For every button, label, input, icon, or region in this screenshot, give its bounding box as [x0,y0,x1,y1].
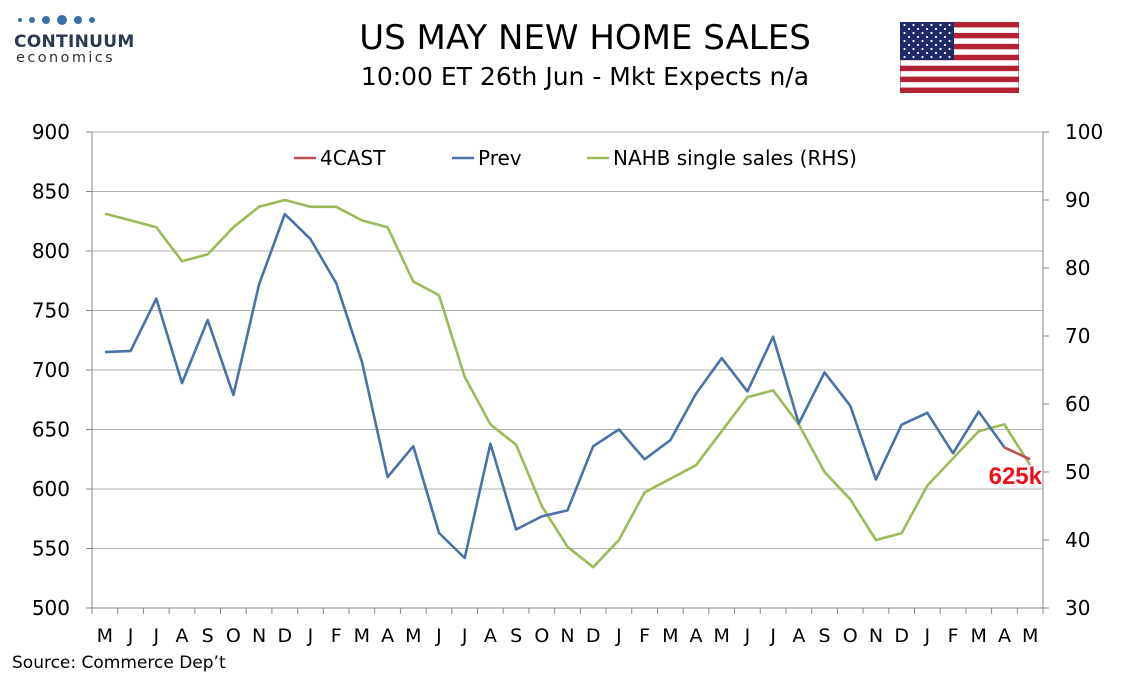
chart-subtitle: 10:00 ET 26th Jun - Mkt Expects n/a [360,62,810,91]
legend-label: Prev [478,146,522,170]
x-tick-label: M [971,625,987,647]
x-tick-label: M [714,625,730,647]
x-tick-label: J [307,625,314,647]
y-right-tick-label: 50 [1065,460,1090,484]
x-tick-label: J [769,625,776,647]
legend: 4CAST Prev NAHB single sales (RHS) [294,146,857,170]
y-left-tick-label: 900 [32,120,70,144]
x-tick-label: S [818,625,830,647]
x-tick-label: A [381,625,394,647]
x-tick-label: D [894,625,909,647]
y-right-tick-label: 80 [1065,256,1090,280]
y-right-tick-label: 30 [1065,596,1090,620]
x-tick-label: A [175,625,188,647]
series-lines: 625k [104,198,1043,569]
x-tick-label: J [127,625,134,647]
y-left-tick-label: 600 [32,477,70,501]
x-tick-label: A [792,625,805,647]
y-left-tick-label: 800 [32,239,70,263]
logo-brand: CONTINUUM [14,32,135,52]
axes [86,131,1049,614]
x-tick-label: F [639,625,650,647]
x-tick-label: J [924,625,931,647]
x-tick-label: O [843,625,858,647]
x-tick-label: J [152,625,159,647]
chart-title: US MAY NEW HOME SALES [359,18,811,58]
logo-sub: economics [16,50,116,66]
y-right-tick-label: 40 [1065,528,1090,552]
x-tick-label: F [948,625,959,647]
x-tick-label: S [202,625,214,647]
x-tick-label: A [690,625,703,647]
series-line-4cast [1003,446,1031,461]
y-right-tick-label: 90 [1065,188,1090,212]
x-tick-label: J [744,625,751,647]
x-tick-label: M [405,625,421,647]
logo: CONTINUUM economics [14,14,134,74]
x-tick-label: S [510,625,522,647]
x-tick-label: D [277,625,292,647]
y-right-tick-label: 100 [1065,120,1103,144]
x-tick-label: A [998,625,1011,647]
y-left-tick-label: 650 [32,418,70,442]
series-line-prev [104,212,1006,560]
x-tick-label: D [586,625,601,647]
x-tick-label: M [354,625,370,647]
x-tick-label: O [534,625,549,647]
x-tick-label: J [615,625,622,647]
x-tick-label: N [252,625,266,647]
legend-label: NAHB single sales (RHS) [613,146,857,170]
x-tick-label: J [435,625,442,647]
source-note: Source: Commerce Dep’t [12,653,226,673]
legend-label: 4CAST [320,146,386,170]
x-tick-label: F [331,625,342,647]
forecast-callout-label: 625k [989,463,1043,490]
y-left-tick-label: 850 [32,180,70,204]
x-tick-label: J [461,625,468,647]
y-left-tick-label: 750 [32,299,70,323]
x-tick-label: M [662,625,678,647]
x-tick-label: M [97,625,113,647]
y-tick-labels: 500 550 600 650 700 750 800 850 900 30 40 50 60 70 80 9… [32,120,1103,620]
y-left-tick-label: 550 [32,537,70,561]
x-tick-label: N [869,625,883,647]
y-right-tick-label: 70 [1065,324,1090,348]
us-flag-icon [900,22,1019,93]
y-left-tick-label: 500 [32,596,70,620]
y-left-tick-label: 700 [32,358,70,382]
y-right-tick-label: 60 [1065,392,1090,416]
x-tick-label: M [1022,625,1038,647]
x-tick-label: A [484,625,497,647]
logo-dots [18,14,134,26]
x-tick-label: N [560,625,574,647]
series-line-nahb-single-sales-rhs [104,198,1032,569]
x-tick-label: O [226,625,241,647]
gridlines [92,131,1043,549]
